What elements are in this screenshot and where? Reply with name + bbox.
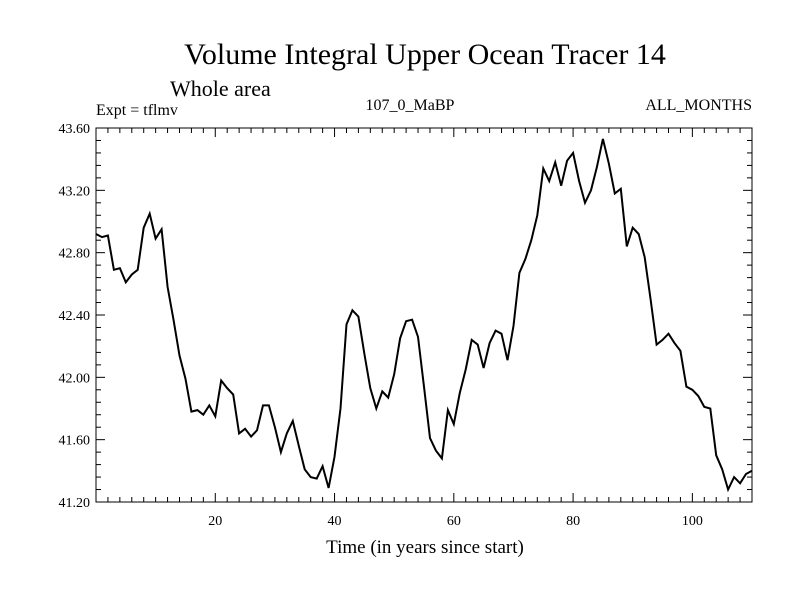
y-tick-label: 41.60 (59, 434, 91, 449)
y-tick-label: 43.20 (59, 184, 91, 199)
series-layer (95, 138, 753, 493)
y-tick-label: 42.40 (59, 309, 91, 324)
x-tick-label: 20 (208, 514, 222, 529)
expt-label: Expt = tflmv (96, 102, 178, 119)
run-label: 107_0_MaBP (366, 97, 455, 114)
y-tick-label: 42.00 (59, 371, 91, 386)
x-axis-label: Time (in years since start) (326, 537, 524, 558)
x-tick-label: 40 (328, 514, 342, 529)
x-axis: 20 40 60 80 100 (107, 128, 741, 529)
y-tick-label: 41.20 (59, 496, 91, 511)
months-label: ALL_MONTHS (645, 97, 752, 114)
x-tick-label: 100 (682, 514, 703, 529)
chart-subtitle: Whole area (170, 76, 271, 101)
chart-title: Volume Integral Upper Ocean Tracer 14 (184, 38, 666, 71)
series-line-tracer14 (95, 138, 753, 493)
y-tick-label: 42.80 (59, 247, 91, 262)
x-tick-label: 80 (566, 514, 580, 529)
y-axis: 41.20 41.60 42.00 42.40 42.80 43.20 43.60 (59, 122, 752, 511)
y-tick-label: 43.60 (59, 122, 91, 137)
x-tick-label: 60 (447, 514, 461, 529)
